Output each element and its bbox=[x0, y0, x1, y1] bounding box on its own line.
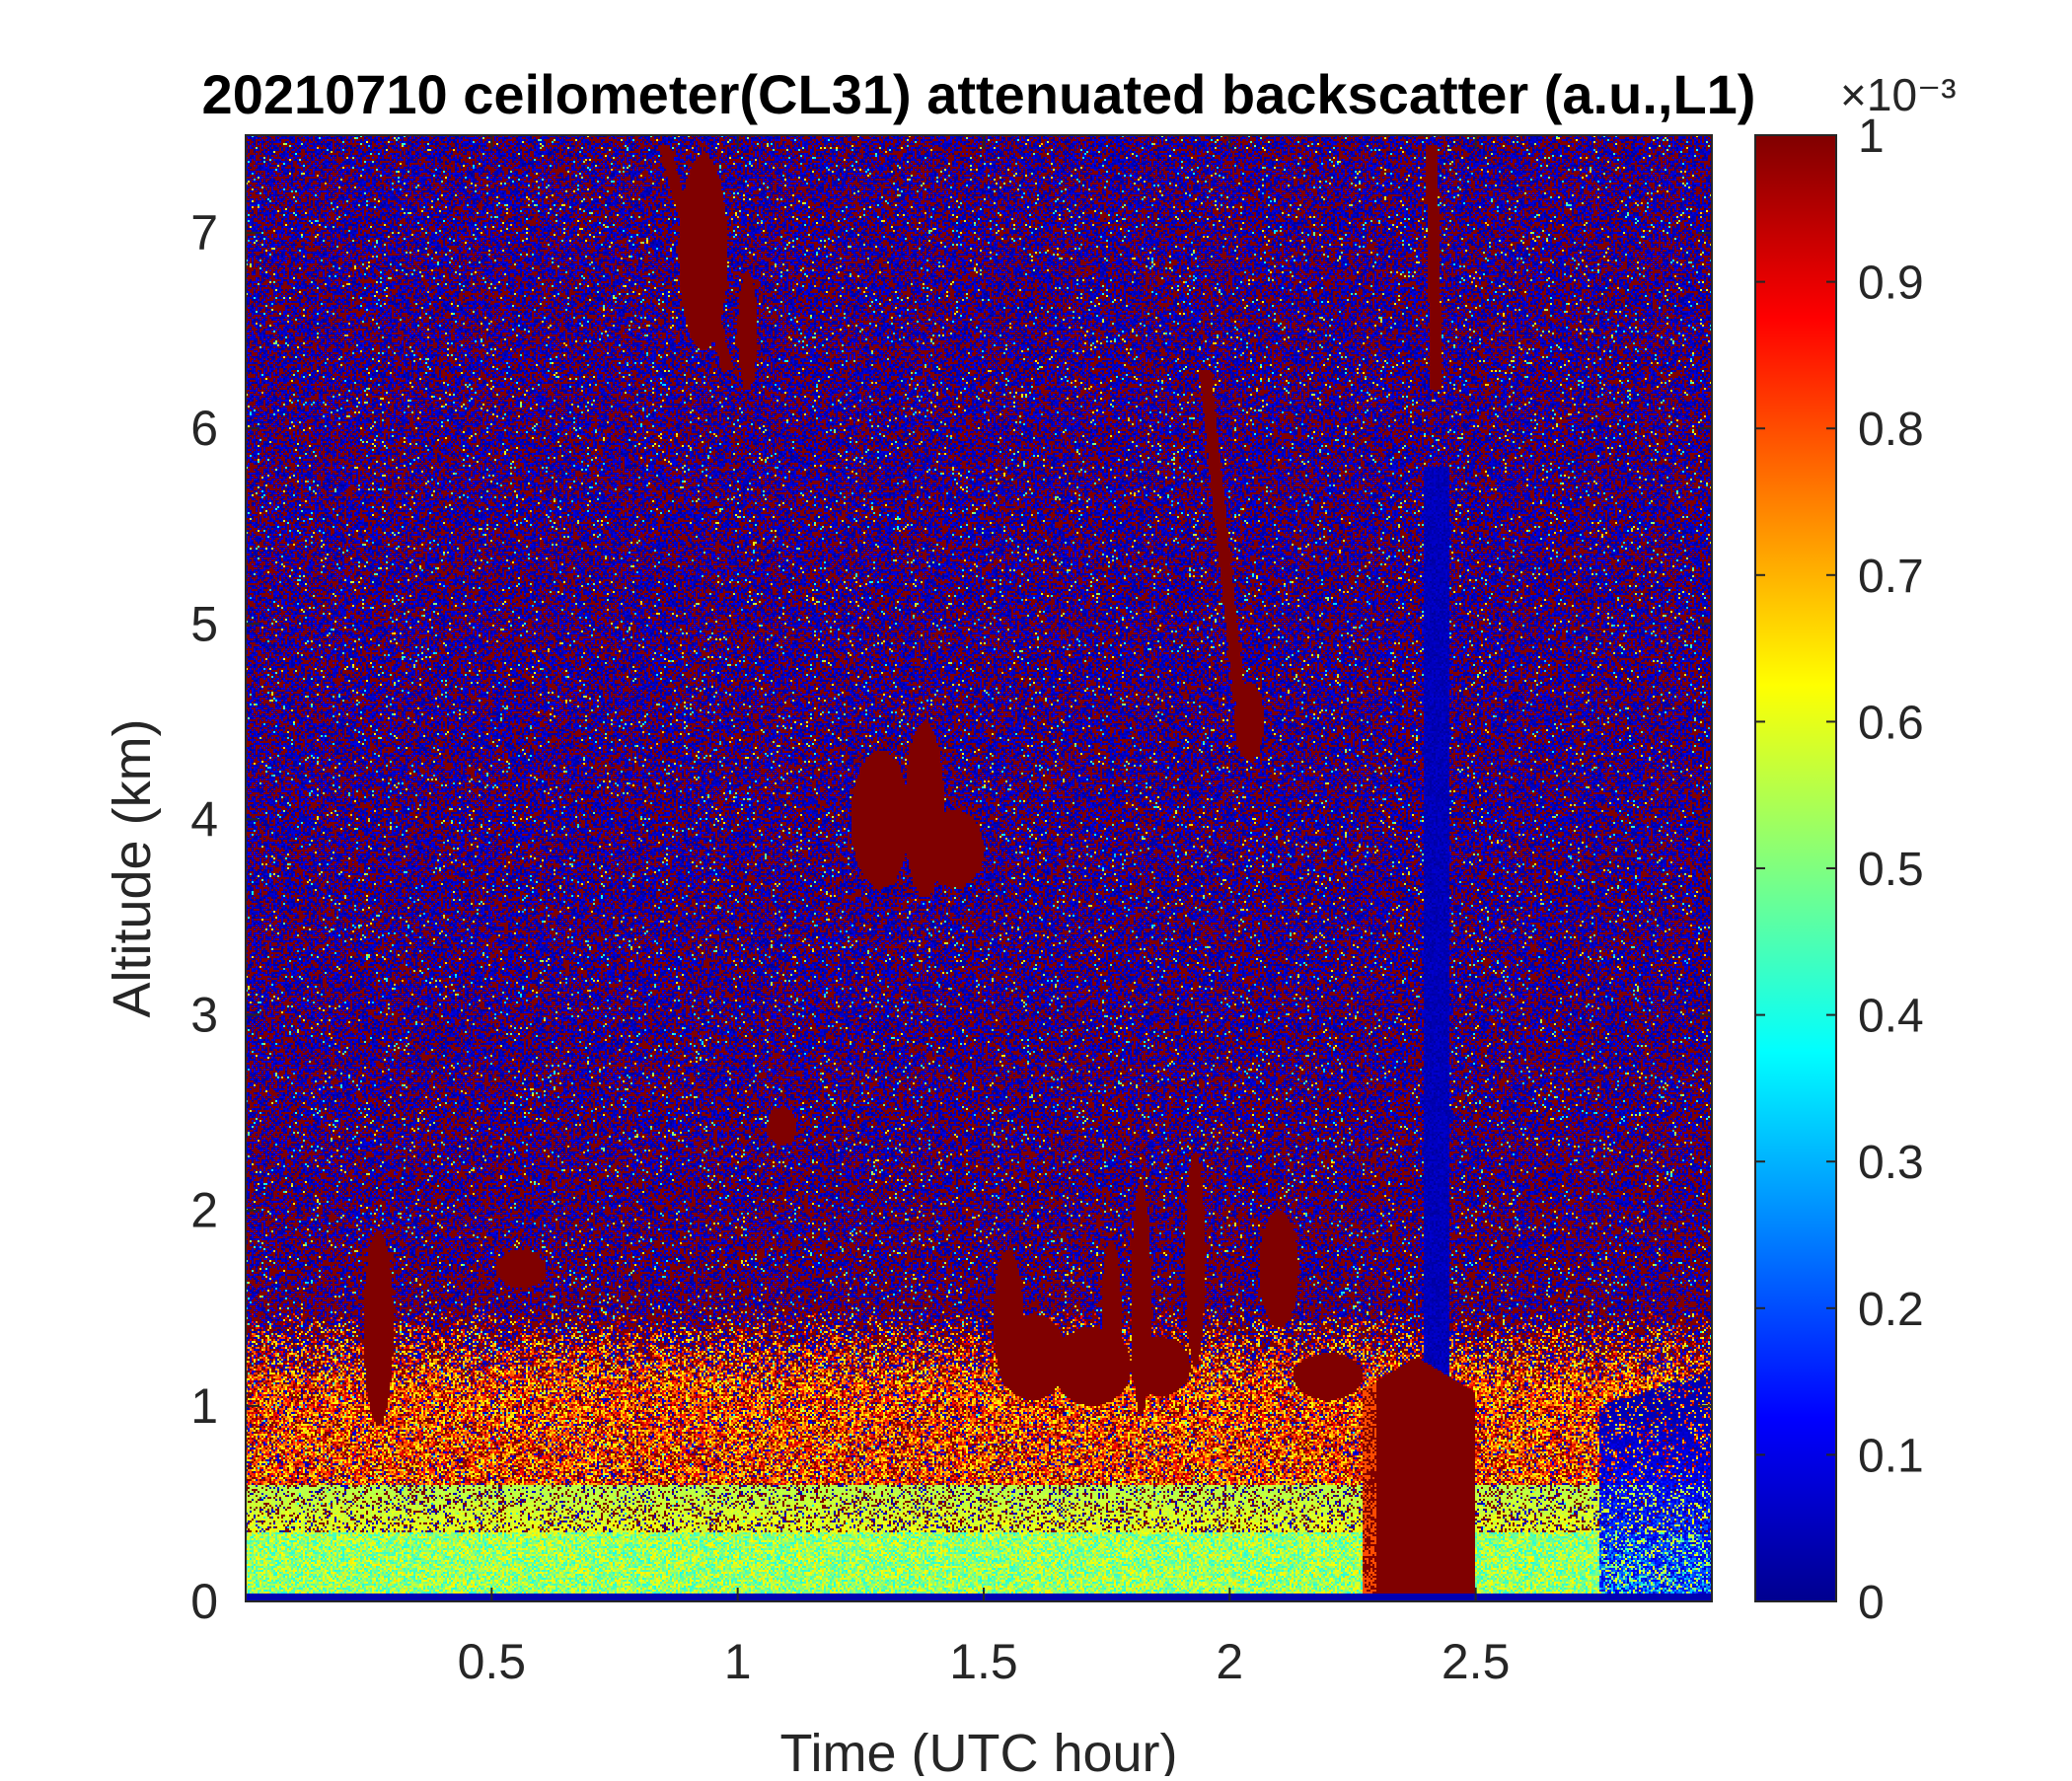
colorbar-tick-label: 0.2 bbox=[1858, 1284, 1924, 1336]
chart-title: 20210710 ceilometer(CL31) attenuated bac… bbox=[202, 63, 1756, 125]
x-tick-label: 2.5 bbox=[1442, 1634, 1511, 1689]
heatmap-plot-area bbox=[246, 135, 1712, 1601]
colorbar-tick-label: 0.6 bbox=[1858, 697, 1924, 749]
x-tick-label: 1.5 bbox=[949, 1634, 1018, 1689]
colorbar-ticks: 0 0.1 0.2 0.3 0.4 0.5 0.6 0.7 0.8 0.9 1 bbox=[1755, 111, 1924, 1629]
colorbar-tick-label: 0.8 bbox=[1858, 404, 1924, 456]
colorbar-gradient bbox=[1754, 134, 1837, 1602]
x-axis-label: Time (UTC hour) bbox=[779, 1724, 1177, 1776]
y-axis: 0 1 2 3 4 5 6 7 bbox=[190, 205, 1712, 1629]
colorbar-tick-label: 0.9 bbox=[1858, 258, 1924, 310]
backscatter-heatmap bbox=[246, 135, 1712, 1601]
colorbar-tick-label: 0.4 bbox=[1858, 991, 1924, 1043]
colorbar-exponent-label: ×10⁻³ bbox=[1840, 69, 1957, 120]
colorbar-tick-label: 0.5 bbox=[1858, 844, 1924, 896]
y-tick-label: 1 bbox=[190, 1378, 218, 1434]
colorbar-tick-label: 0.3 bbox=[1858, 1137, 1924, 1189]
plot-frame bbox=[245, 134, 1713, 1602]
colorbar-tick-label: 0.7 bbox=[1858, 551, 1924, 603]
x-tick-label: 0.5 bbox=[458, 1634, 527, 1689]
y-tick-label: 2 bbox=[190, 1183, 218, 1238]
y-tick-label: 6 bbox=[190, 401, 218, 456]
x-tick-label: 1 bbox=[724, 1634, 752, 1689]
y-tick-label: 0 bbox=[190, 1574, 218, 1629]
y-tick-label: 5 bbox=[190, 596, 218, 651]
y-tick-label: 3 bbox=[190, 988, 218, 1043]
colorbar-tick-label: 0 bbox=[1858, 1577, 1885, 1629]
y-tick-label: 4 bbox=[190, 791, 218, 847]
colorbar-tick-label: 1 bbox=[1858, 111, 1885, 163]
y-axis-label: Altitude (km) bbox=[103, 718, 162, 1017]
x-axis: 0.5 1 1.5 2 2.5 bbox=[245, 134, 1713, 1689]
y-tick-label: 7 bbox=[190, 205, 218, 260]
colorbar-tick-label: 0.1 bbox=[1858, 1430, 1924, 1482]
x-tick-label: 2 bbox=[1216, 1634, 1243, 1689]
colorbar: 0 0.1 0.2 0.3 0.4 0.5 0.6 0.7 0.8 0.9 1 ×10⁻³ bbox=[1754, 69, 1957, 1629]
